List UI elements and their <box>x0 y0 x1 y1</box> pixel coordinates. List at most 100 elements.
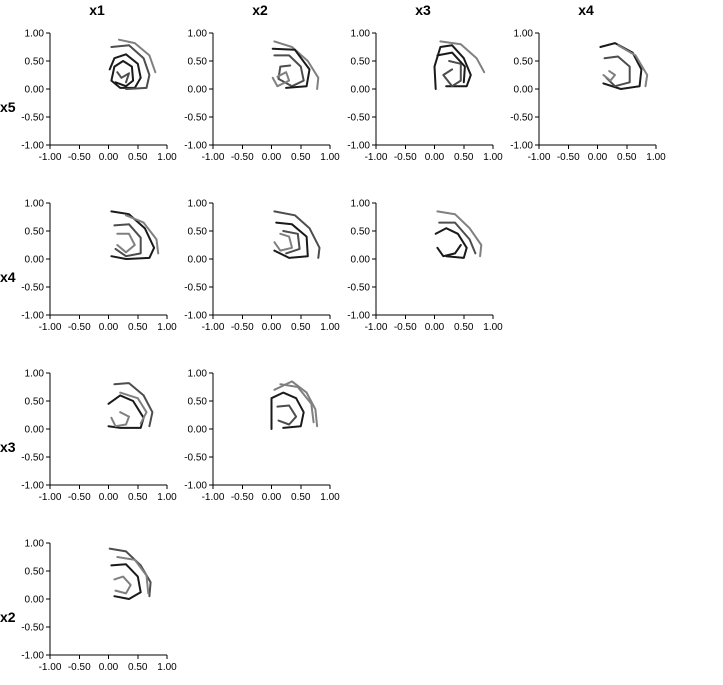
x-tick-label: -0.50 <box>231 152 254 163</box>
trajectory-trace <box>113 575 132 595</box>
panel-x5-x2: 1.00 0.50 0.00 -0.50 -1.00-1.00 -0.50 0.00 0.50… <box>184 29 340 164</box>
x-tick-label: 1.00 <box>320 492 340 503</box>
trajectory-trace <box>110 44 151 90</box>
row-header: x4 <box>0 269 16 285</box>
trajectory-trace <box>279 383 315 424</box>
x-tick-label: 0.00 <box>99 322 119 333</box>
trajectory-trace <box>108 53 142 89</box>
x-tick-label: 0.00 <box>262 152 282 163</box>
y-tick-label: 0.50 <box>188 397 208 408</box>
trajectory-trace <box>273 40 320 90</box>
x-tick-label: -1.00 <box>365 152 388 163</box>
y-tick-label: -0.50 <box>21 113 44 124</box>
y-tick-label: -1.00 <box>21 141 44 152</box>
trajectory-trace <box>434 227 468 259</box>
y-tick-label: -0.50 <box>347 113 370 124</box>
axis-line <box>538 33 656 146</box>
y-tick-label: -0.50 <box>184 113 207 124</box>
trajectory-trace <box>436 51 466 84</box>
x-tick-label: -1.00 <box>202 322 225 333</box>
trajectory-trace <box>438 221 477 255</box>
trajectory-trace <box>125 214 160 255</box>
panel-x3-x2: 1.00 0.50 0.00 -0.50 -1.00-1.00 -0.50 0.00 0.50… <box>184 369 340 504</box>
x-tick-label: -0.50 <box>231 322 254 333</box>
column-header: x4 <box>578 2 594 18</box>
x-tick-label: 0.00 <box>588 152 608 163</box>
x-tick-label: -1.00 <box>202 492 225 503</box>
y-tick-label: 0.00 <box>25 255 45 266</box>
x-tick-label: -1.00 <box>39 662 62 673</box>
x-tick-label: -0.50 <box>68 152 91 163</box>
y-tick-label: 1.00 <box>25 539 45 550</box>
x-tick-label: 0.00 <box>99 662 119 673</box>
y-tick-label: 1.00 <box>514 29 534 40</box>
x-tick-label: -1.00 <box>39 152 62 163</box>
x-tick-label: 1.00 <box>483 322 503 333</box>
x-tick-label: 1.00 <box>157 492 177 503</box>
y-tick-label: -0.50 <box>347 283 370 294</box>
x-tick-label: 1.00 <box>483 152 503 163</box>
y-tick-label: -1.00 <box>510 141 533 152</box>
y-tick-label: 0.00 <box>25 595 45 606</box>
x-tick-label: 0.50 <box>128 322 148 333</box>
y-tick-label: 0.00 <box>514 85 534 96</box>
y-tick-label: 0.00 <box>351 255 371 266</box>
panel-x4-x2: 1.00 0.50 0.00 -0.50 -1.00-1.00 -0.50 0.00 0.50… <box>184 199 340 334</box>
axis-line <box>49 373 167 486</box>
trajectory-trace <box>617 44 649 88</box>
trajectory-trace <box>276 404 298 426</box>
row-header: x5 <box>0 99 16 115</box>
x-tick-label: 0.50 <box>617 152 637 163</box>
trajectory-trace <box>433 44 472 90</box>
trajectory-trace <box>439 40 486 74</box>
axis-line <box>49 203 167 316</box>
y-tick-label: 0.50 <box>514 57 534 68</box>
x-tick-label: 1.00 <box>320 322 340 333</box>
row-header: x3 <box>0 439 16 455</box>
panels: 1.000.500.00-0.50-1.00-1.00 -0.50 0.00 0.50… <box>21 29 666 674</box>
column-header: x2 <box>252 2 268 18</box>
y-tick-label: -1.00 <box>184 141 207 152</box>
y-tick-label: 0.00 <box>25 85 45 96</box>
y-tick-label: 0.00 <box>25 425 45 436</box>
trajectory-trace <box>110 563 142 600</box>
trajectory-trace <box>110 210 156 260</box>
trajectory-trace <box>116 556 150 595</box>
x-tick-label: 1.00 <box>646 152 666 163</box>
axis-line <box>375 203 493 316</box>
x-tick-label: -1.00 <box>39 322 62 333</box>
y-tick-label: -1.00 <box>347 141 370 152</box>
y-tick-label: 1.00 <box>188 199 208 210</box>
trajectory-trace <box>599 42 643 90</box>
y-tick-label: -0.50 <box>21 283 44 294</box>
axis-line <box>212 33 330 146</box>
y-tick-label: 0.50 <box>188 57 208 68</box>
y-tick-label: 0.50 <box>351 227 371 238</box>
y-tick-label: -1.00 <box>21 651 44 662</box>
y-tick-label: -0.50 <box>21 453 44 464</box>
y-tick-label: 0.50 <box>351 57 371 68</box>
axis-line <box>49 543 167 656</box>
y-tick-label: 0.50 <box>25 567 45 578</box>
panel-x4-x3: 1.00 0.50 0.00 -0.50 -1.00-1.00 -0.50 0.00 0.50… <box>347 199 503 334</box>
y-tick-label: 1.00 <box>25 199 45 210</box>
panel-x2-x1: 1.00 0.50 0.00 -0.50 -1.00-1.00 -0.50 0.00 0.50… <box>21 539 177 674</box>
y-tick-label: 0.50 <box>25 57 45 68</box>
row-headers: x5 x4 x3 x2 <box>0 99 16 625</box>
x-tick-label: 0.00 <box>262 492 282 503</box>
y-tick-label: -1.00 <box>21 481 44 492</box>
panel-x3-x1: 1.00 0.50 0.00 -0.50 -1.00-1.00 -0.50 0.00 0.50… <box>21 369 177 504</box>
x-tick-label: -0.50 <box>231 492 254 503</box>
trajectory-trace <box>270 391 305 430</box>
x-tick-label: -1.00 <box>528 152 551 163</box>
y-tick-label: 0.50 <box>188 227 208 238</box>
x-tick-label: 0.50 <box>291 492 311 503</box>
y-tick-label: -0.50 <box>21 623 44 634</box>
row-header: x2 <box>0 609 16 625</box>
x-tick-label: -0.50 <box>394 322 417 333</box>
trajectory-trace <box>436 244 462 258</box>
trajectory-trace <box>273 54 305 88</box>
trajectory-trace <box>282 230 301 255</box>
y-tick-label: 0.00 <box>351 85 371 96</box>
